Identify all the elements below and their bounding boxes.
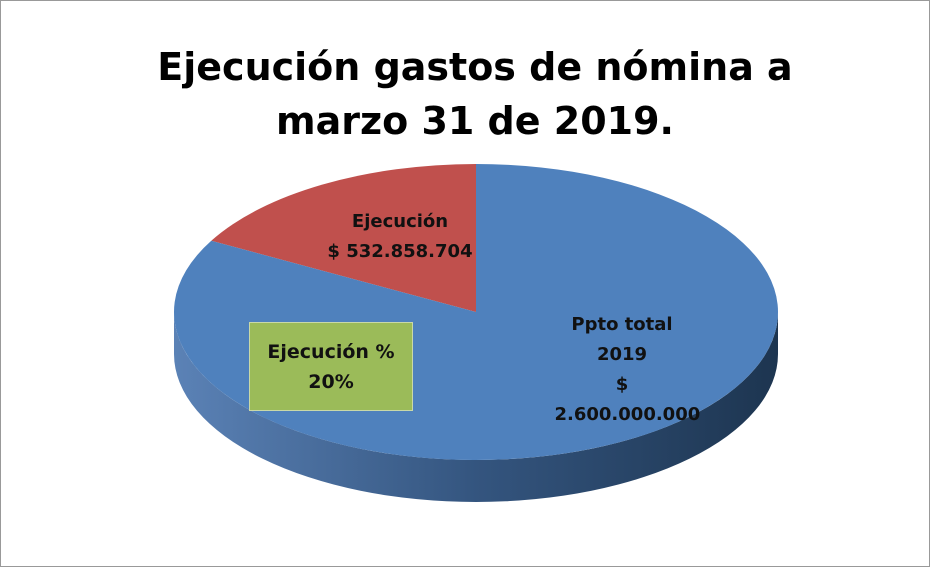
category-label: Ejecución [351,211,449,232]
category-label: Ppto total 2019 [571,314,673,365]
slice [211,164,476,312]
slice-label: Ppto total 2019 $ 2.600.000.000 [547,310,701,430]
value-label: $ 2.600.000.000 [554,374,701,425]
annotation-box: Ejecución % 20% [249,322,413,411]
slice-side [174,312,778,502]
annotation-value: 20% [308,370,354,393]
annotation-title: Ejecución % [267,340,395,363]
value-label: $ 532.858.704 [327,241,473,262]
slice-label: Ejecución $ 532.858.704 [320,207,480,267]
chart-title: Ejecución gastos de nómina a marzo 31 de… [157,45,793,143]
